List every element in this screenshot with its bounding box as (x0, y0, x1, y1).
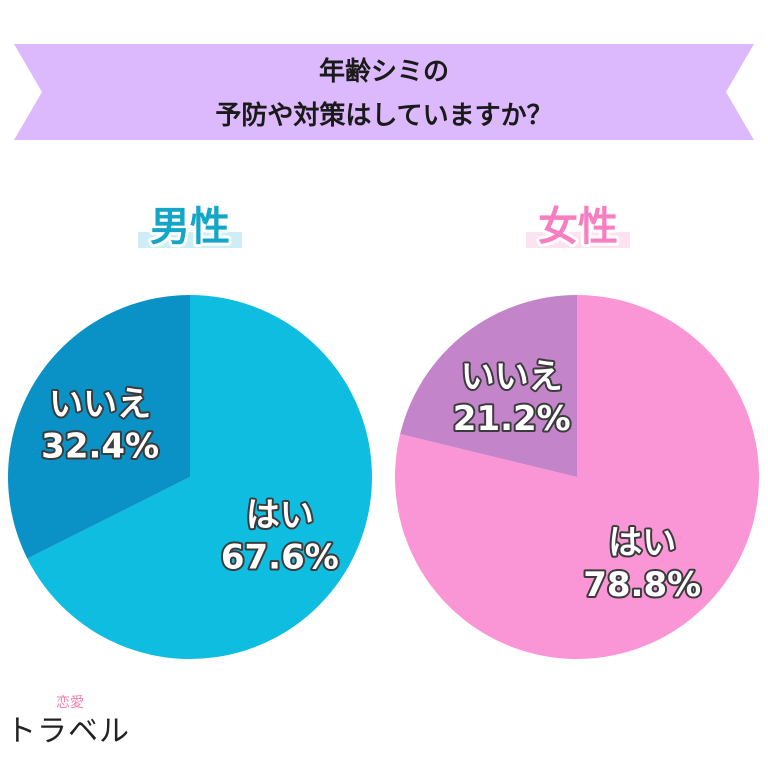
logo-main-text: トラベル (6, 714, 130, 749)
male-slice-yes (27, 295, 372, 659)
female-slice-label: はい (608, 523, 676, 563)
male-title-highlight (138, 232, 242, 248)
banner-title-line1: 年齢シミの (319, 56, 449, 87)
female-title-highlight (526, 232, 630, 248)
logo-sub-text: 恋愛 (56, 695, 84, 711)
female-slice-value: 21.2% (453, 399, 571, 439)
site-logo: 恋愛 トラベル (4, 692, 154, 752)
male-slice-value: 67.6% (221, 537, 339, 577)
male-slice-label: はい (246, 495, 314, 535)
title-banner (14, 44, 754, 140)
female-chart-title: 女性 (538, 204, 618, 250)
male-slice-no (7, 295, 191, 559)
female-slice-value: 78.8% (583, 565, 701, 605)
male-slice-label: いいえ (49, 385, 151, 425)
banner-title-line2: 予防や対策はしていますか？ (215, 100, 552, 131)
male-chart-title: 男性 (150, 204, 230, 250)
male-slice-value: 32.4% (41, 427, 159, 467)
female-slice-label: いいえ (461, 357, 563, 397)
female-slice-no (400, 295, 577, 477)
